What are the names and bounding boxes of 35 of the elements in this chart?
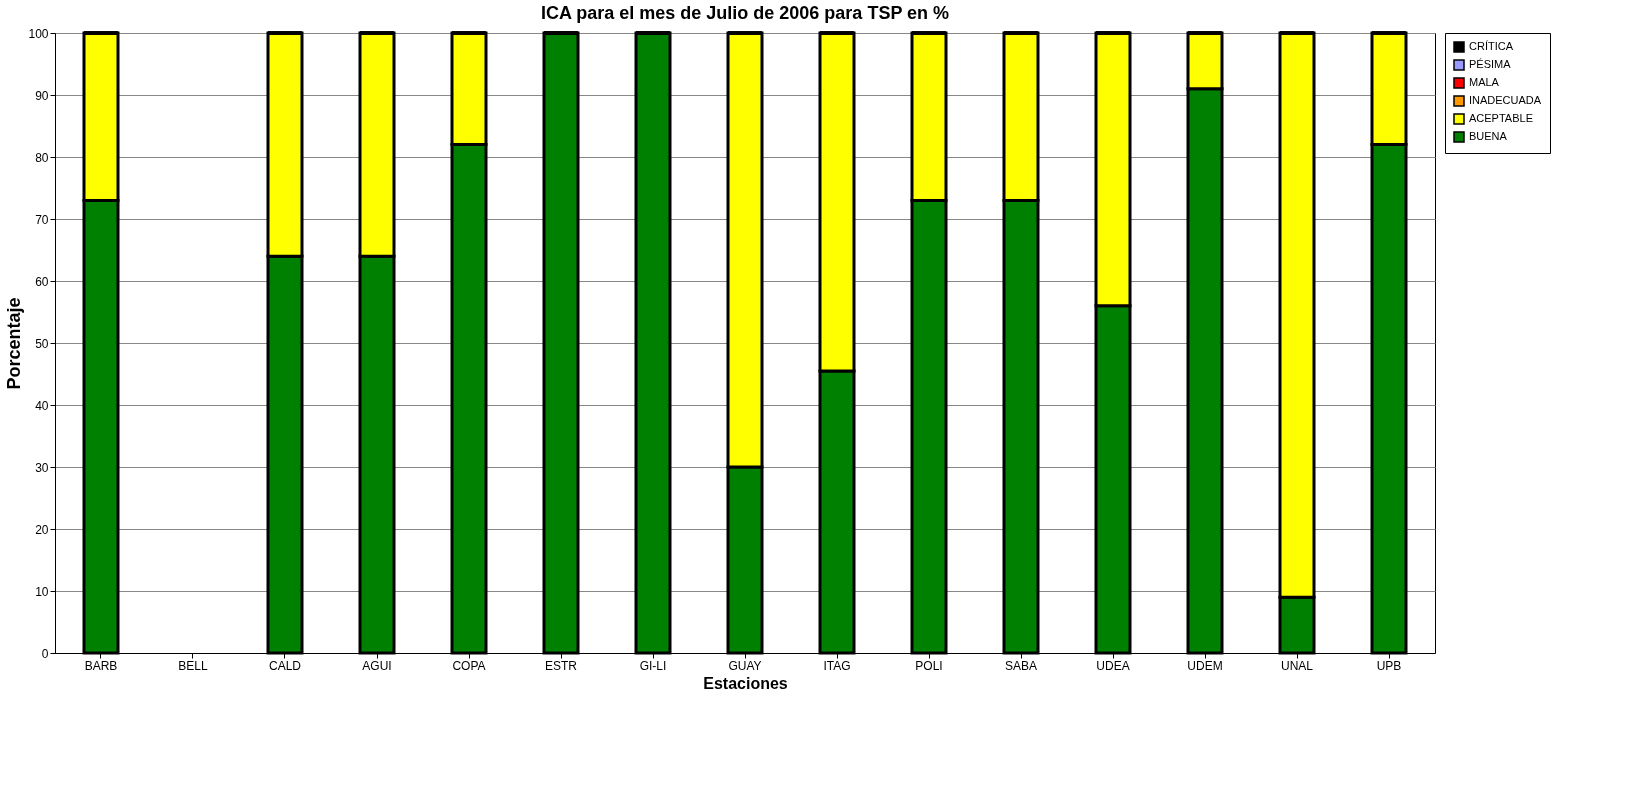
y-tick-label: 30 bbox=[35, 460, 49, 475]
legend-label: BUENA bbox=[1469, 130, 1508, 142]
y-tick-label: 0 bbox=[41, 646, 49, 661]
x-tick-label: UPB bbox=[1376, 658, 1402, 673]
y-tick-label: 100 bbox=[28, 26, 49, 41]
y-tick-label: 10 bbox=[35, 584, 49, 599]
y-axis-title: Porcentaje bbox=[4, 297, 25, 390]
x-tick-label: UNAL bbox=[1280, 658, 1314, 673]
x-tick-label: SABA bbox=[1004, 658, 1038, 673]
y-tick-label: 70 bbox=[35, 212, 49, 227]
x-tick-label: UDEA bbox=[1096, 658, 1130, 673]
x-axis-title: Estaciones bbox=[703, 674, 788, 692]
x-tick-label: UDEM bbox=[1187, 658, 1223, 673]
x-tick-label: COPA bbox=[452, 658, 486, 673]
x-tick-label: AGUI bbox=[362, 658, 392, 673]
legend-label: INADECUADA bbox=[1469, 94, 1542, 106]
chart-title: ICA para el mes de Julio de 2006 para TSP en % bbox=[540, 3, 950, 23]
y-tick-label: 90 bbox=[35, 88, 49, 103]
x-tick-label: POLI bbox=[915, 658, 943, 673]
x-tick-label: GUAY bbox=[728, 658, 762, 673]
y-tick-label: 50 bbox=[35, 336, 49, 351]
y-tick-label: 60 bbox=[35, 274, 49, 289]
y-tick-label: 40 bbox=[35, 398, 49, 413]
x-tick-label: ITAG bbox=[823, 658, 851, 673]
y-tick-label: 20 bbox=[35, 522, 49, 537]
x-tick-label: BELL bbox=[178, 658, 208, 673]
x-tick-label: GI-LI bbox=[639, 658, 667, 673]
x-tick-label: CALD bbox=[268, 658, 302, 673]
legend-label: PÉSIMA bbox=[1469, 58, 1512, 70]
legend-label: CRÍTICA bbox=[1469, 40, 1514, 52]
y-tick-label: 80 bbox=[35, 150, 49, 165]
legend-label: MALA bbox=[1469, 76, 1500, 88]
legend-label: ACEPTABLE bbox=[1469, 112, 1533, 124]
x-tick-label: BARB bbox=[84, 658, 118, 673]
x-tick-label: ESTR bbox=[544, 658, 578, 673]
